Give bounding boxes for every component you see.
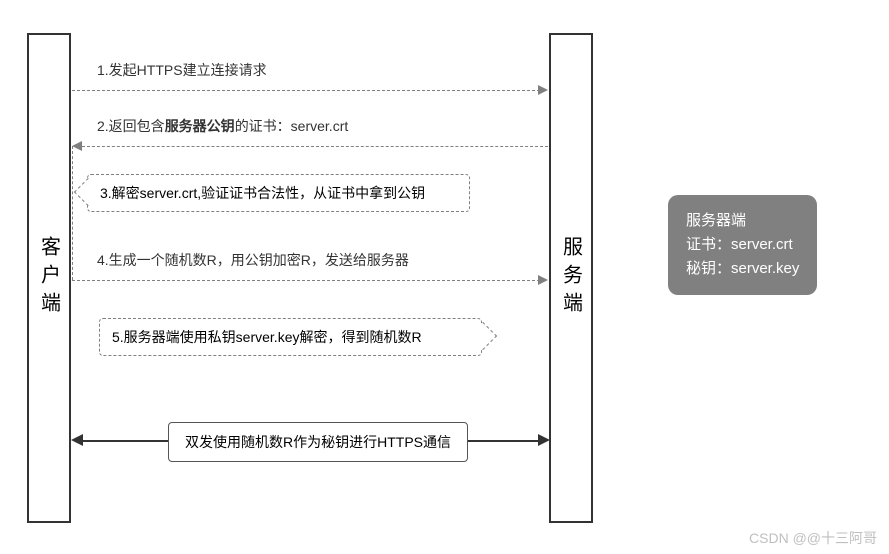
server-info-line2: 证书：server.crt [686,233,799,257]
step-5-note: 5.服务器端使用私钥server.key解密，得到随机数R [99,318,482,356]
final-arrow-left [71,434,83,446]
step-2-arrow [82,146,548,147]
step-1-arrowhead [538,85,548,95]
step-3-text: 3.解密server.crt,验证证书合法性，从证书中拿到公钥 [100,185,425,201]
final-message-box: 双发使用随机数R作为秘钥进行HTTPS通信 [168,422,468,462]
step-1-text: 1.发起HTTPS建立连接请求 [97,60,267,80]
sequence-diagram: 客户端 服务端 1.发起HTTPS建立连接请求 2.返回包含服务器公钥的证书：s… [0,0,889,554]
final-arrow-right [538,434,550,446]
client-lifeline: 客户端 [27,33,71,523]
server-info-card: 服务器端 证书：server.crt 秘钥：server.key [668,195,817,295]
watermark: CSDN @@十三阿哥 [749,528,877,548]
dash-vert-left [72,146,73,280]
client-label: 客户端 [35,236,64,320]
final-text: 双发使用随机数R作为秘钥进行HTTPS通信 [185,434,451,450]
step-2-text: 2.返回包含服务器公钥的证书：server.crt [97,116,348,136]
server-info-line1: 服务器端 [686,209,799,233]
step-4-text: 4.生成一个随机数R，用公钥加密R，发送给服务器 [97,250,409,270]
step-4-arrow [72,280,540,281]
server-info-line3: 秘钥：server.key [686,257,799,281]
step-5-text: 5.服务器端使用私钥server.key解密，得到随机数R [112,329,422,345]
step-4-arrowhead [538,275,548,285]
step-1-arrow [72,90,540,91]
server-label: 服务端 [557,236,586,320]
step-3-note: 3.解密server.crt,验证证书合法性，从证书中拿到公钥 [87,174,470,212]
step-2-arrowhead [72,141,82,151]
server-lifeline: 服务端 [549,33,593,523]
